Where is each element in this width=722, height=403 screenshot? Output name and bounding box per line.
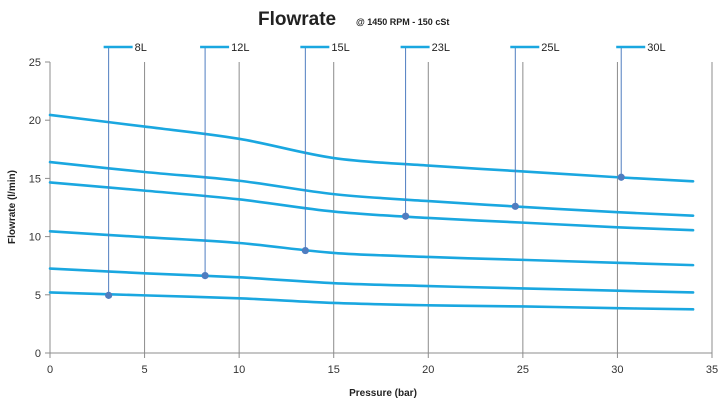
legend-label-25L: 25L bbox=[541, 42, 559, 54]
marker-23L bbox=[401, 212, 410, 220]
marker-15L bbox=[301, 246, 309, 255]
y-tick-label: 20 bbox=[29, 115, 41, 127]
series-line-30L bbox=[48, 113, 695, 183]
marker-30L bbox=[617, 173, 625, 181]
x-axis-title: Pressure (bar) bbox=[349, 388, 417, 399]
chart-title: Flowrate bbox=[258, 9, 336, 30]
y-tick-label: 5 bbox=[35, 290, 41, 302]
gridlines bbox=[144, 62, 713, 353]
x-tick-label: 20 bbox=[422, 364, 434, 376]
x-tick-label: 30 bbox=[611, 364, 623, 376]
series-line-12L bbox=[48, 267, 695, 294]
series-markers bbox=[105, 173, 625, 299]
legend: 8L 12L 15L 23L 25L 30L bbox=[103, 42, 666, 54]
series-line-15L bbox=[48, 230, 695, 267]
x-tick-label: 15 bbox=[328, 364, 340, 376]
legend-label-15L: 15L bbox=[331, 42, 349, 54]
y-tick-label: 10 bbox=[29, 232, 41, 244]
x-tick-label: 25 bbox=[517, 364, 529, 376]
series-line-25L bbox=[48, 160, 695, 217]
series-lines bbox=[48, 113, 695, 311]
legend-label-8L: 8L bbox=[135, 42, 147, 54]
x-tick-label: 10 bbox=[233, 364, 245, 376]
x-tick-label: 35 bbox=[706, 364, 718, 376]
tick-labels: 0 5 10 15 20 25 0 5 10 15 20 25 30 35 bbox=[29, 57, 718, 376]
y-axis-title: Flowrate (l/min) bbox=[7, 170, 18, 244]
x-tick-label: 5 bbox=[142, 364, 148, 376]
series-line-23L bbox=[48, 181, 695, 232]
y-tick-label: 25 bbox=[29, 57, 41, 69]
marker-25L bbox=[511, 202, 519, 210]
legend-label-12L: 12L bbox=[231, 42, 249, 54]
axes bbox=[45, 61, 713, 358]
marker-8L bbox=[105, 291, 113, 299]
marker-12L bbox=[201, 271, 209, 280]
series-line-8L bbox=[48, 291, 695, 311]
y-tick-label: 15 bbox=[29, 173, 41, 185]
legend-leader-lines bbox=[108, 47, 622, 296]
legend-label-30L: 30L bbox=[647, 42, 665, 54]
legend-label-23L: 23L bbox=[432, 42, 450, 54]
chart-subtitle: @ 1450 RPM - 150 cSt bbox=[356, 17, 449, 27]
y-tick-label: 0 bbox=[35, 348, 41, 360]
x-tick-label: 0 bbox=[47, 364, 53, 376]
